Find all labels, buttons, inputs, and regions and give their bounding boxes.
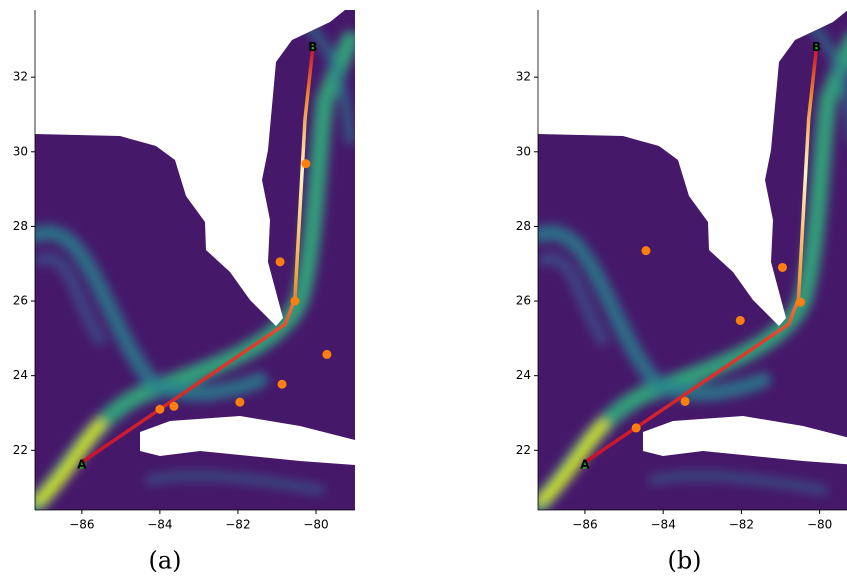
point	[735, 315, 745, 325]
point	[277, 379, 287, 389]
point	[680, 396, 690, 406]
y-tick-label: 32	[516, 70, 531, 84]
y-tick-label: 22	[13, 443, 28, 457]
y-tick-label: 22	[516, 443, 531, 457]
endpoint-marker	[309, 43, 317, 51]
endpoint-label: A	[580, 458, 590, 472]
point	[641, 246, 651, 256]
y-tick-label: 24	[13, 368, 28, 382]
x-tick-label: −80	[807, 518, 832, 532]
y-tick-label: 28	[13, 219, 28, 233]
endpoint-label: B	[308, 40, 317, 54]
caption: (b)	[667, 547, 701, 575]
y-tick-label: 32	[13, 70, 28, 84]
x-tick-label: −82	[729, 518, 754, 532]
point	[777, 262, 787, 272]
point	[795, 297, 805, 307]
y-tick-label: 30	[516, 144, 531, 158]
y-tick-label: 28	[516, 219, 531, 233]
endpoint-label: B	[812, 40, 821, 54]
endpoint-marker	[812, 43, 820, 51]
point	[290, 296, 300, 306]
x-tick-label: −82	[225, 518, 250, 532]
endpoint-marker	[78, 461, 86, 469]
x-tick-label: −84	[651, 518, 676, 532]
point	[275, 257, 285, 267]
caption: (a)	[148, 547, 181, 575]
x-tick-label: −80	[303, 518, 328, 532]
endpoint-label: A	[77, 458, 87, 472]
endpoint-marker	[581, 461, 589, 469]
y-tick-label: 26	[516, 294, 531, 308]
point	[322, 349, 332, 359]
point	[631, 423, 641, 433]
point	[235, 397, 245, 407]
x-tick-label: −86	[69, 518, 94, 532]
y-tick-label: 24	[516, 368, 531, 382]
y-tick-label: 30	[13, 144, 28, 158]
x-tick-label: −86	[572, 518, 597, 532]
point	[155, 404, 165, 414]
point	[169, 401, 179, 411]
point	[301, 159, 311, 169]
y-tick-label: 26	[13, 294, 28, 308]
x-tick-label: −84	[147, 518, 172, 532]
